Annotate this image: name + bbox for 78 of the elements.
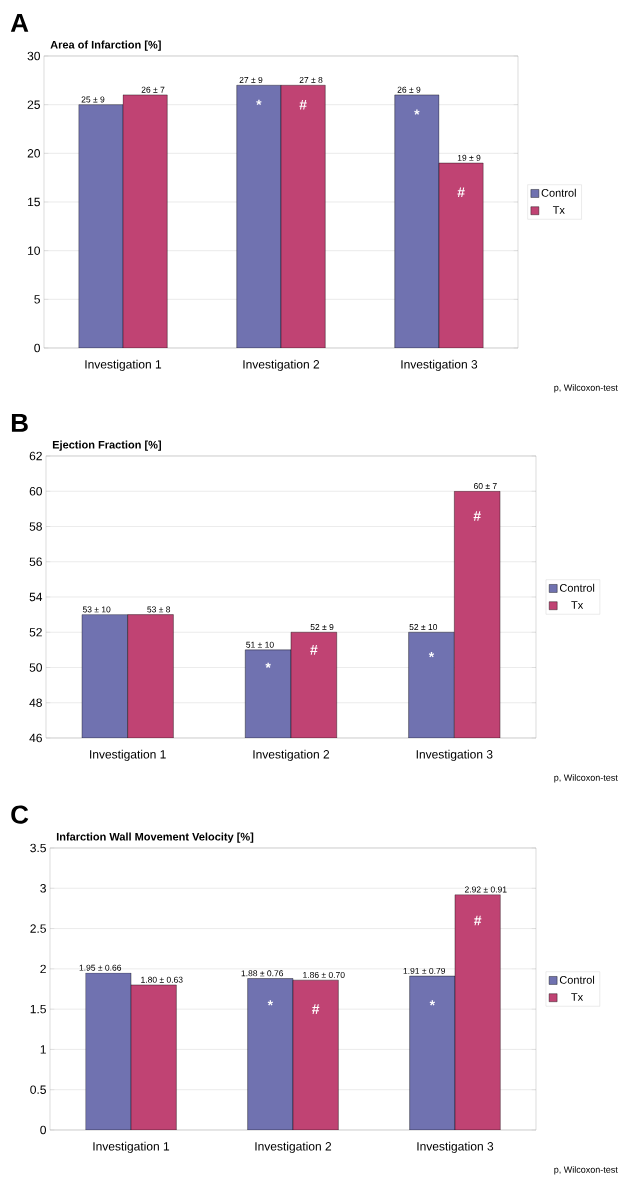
text: p, Wilcoxon-test — [554, 384, 618, 393]
annotation: # — [474, 915, 482, 926]
legend-label: Control — [559, 975, 595, 984]
y-tick-label: 3.5 — [30, 843, 46, 853]
annotation: * — [428, 652, 435, 658]
legend-label: Tx — [552, 206, 565, 214]
data-label: 1.95 ± 0.66 — [79, 964, 122, 971]
data-label: 53 ± 10 — [82, 606, 111, 613]
x-tick-label: Investigation 1 — [90, 749, 166, 761]
data-label: 2.92 ± 0.91 — [464, 886, 507, 893]
y-tick-label: 10 — [28, 246, 40, 255]
data-label: 60 ± 7 — [474, 483, 497, 490]
annotation: # — [312, 1004, 320, 1014]
y-tick-label: 46 — [29, 733, 42, 743]
x-tick-label: Investigation 2 — [255, 1141, 332, 1153]
data-label: 27 ± 9 — [239, 76, 263, 83]
y-tick-label: 48 — [29, 698, 42, 707]
y-tick-label: 30 — [27, 51, 40, 61]
x-tick-label: Investigation 2 — [243, 359, 320, 371]
y-tick-label: 0 — [34, 343, 40, 353]
legend-label: Tx — [571, 601, 584, 609]
chart-subtitle: Area of Infarction [%] — [50, 40, 161, 51]
data-label: 52 ± 9 — [310, 624, 334, 631]
y-tick-label: 50 — [29, 663, 42, 672]
data-label: 51 ± 10 — [246, 641, 274, 648]
data-label: 19 ± 9 — [457, 154, 481, 161]
y-tick-label: 3 — [40, 884, 46, 893]
y-tick-label: 2.5 — [30, 924, 46, 933]
y-tick-label: 58 — [29, 522, 42, 531]
legend-label: Tx — [571, 993, 584, 1001]
y-tick-label: 54 — [29, 592, 43, 602]
annotation: * — [267, 1000, 274, 1006]
y-tick-label: 52 — [29, 628, 42, 637]
data-label: 25 ± 9 — [81, 96, 105, 103]
y-tick-label: 25 — [27, 100, 40, 109]
y-tick-label: 1 — [40, 1045, 46, 1054]
annotation: # — [310, 645, 318, 655]
data-label: 53 ± 8 — [147, 606, 171, 613]
y-tick-label: 15 — [28, 197, 40, 207]
annotation: # — [473, 511, 481, 521]
annotation: * — [414, 109, 420, 115]
y-tick-label: 20 — [27, 149, 40, 158]
data-label: 1.80 ± 0.63 — [141, 976, 183, 983]
chart-title: A — [10, 13, 29, 32]
chart-title: C — [11, 805, 29, 824]
y-tick-label: 5 — [34, 295, 40, 304]
data-label: 1.88 ± 0.76 — [241, 970, 284, 977]
data-label: 26 ± 7 — [141, 86, 165, 93]
chart-title: B — [11, 413, 28, 432]
x-tick-label: Investigation 3 — [416, 749, 493, 761]
legend-label: Control — [559, 583, 595, 592]
x-tick-label: Investigation 2 — [253, 749, 330, 761]
text: p, Wilcoxon-test — [554, 774, 618, 783]
x-tick-label: Investigation 1 — [85, 359, 162, 371]
data-label: 27 ± 8 — [299, 76, 323, 83]
text: p, Wilcoxon-test — [554, 1166, 618, 1175]
x-tick-label: Investigation 3 — [417, 1141, 494, 1153]
data-label: 1.86 ± 0.70 — [303, 971, 345, 978]
x-tick-label: Investigation 1 — [93, 1141, 170, 1153]
x-tick-label: Investigation 3 — [401, 359, 478, 371]
annotation: * — [256, 99, 262, 106]
data-label: 26 ± 9 — [397, 86, 421, 93]
chart-subtitle: Ejection Fraction [%] — [52, 440, 161, 451]
annotation: * — [265, 662, 271, 668]
y-tick-label: 60 — [29, 487, 42, 496]
y-tick-label: 0 — [40, 1125, 46, 1135]
annotation: # — [299, 99, 307, 110]
chart-subtitle: Infarction Wall Movement Velocity [%] — [56, 832, 254, 843]
y-tick-label: 56 — [29, 557, 42, 566]
annotation: # — [457, 187, 465, 198]
data-label: 52 ± 10 — [409, 624, 438, 631]
y-tick-label: 1.5 — [30, 1004, 46, 1014]
y-tick-label: 2 — [40, 964, 46, 974]
data-label: 1.91 ± 0.79 — [403, 967, 446, 974]
annotation: * — [429, 1000, 436, 1006]
legend-label: Control — [541, 188, 576, 197]
y-tick-label: 0.5 — [30, 1085, 46, 1094]
y-tick-label: 62 — [29, 451, 42, 461]
